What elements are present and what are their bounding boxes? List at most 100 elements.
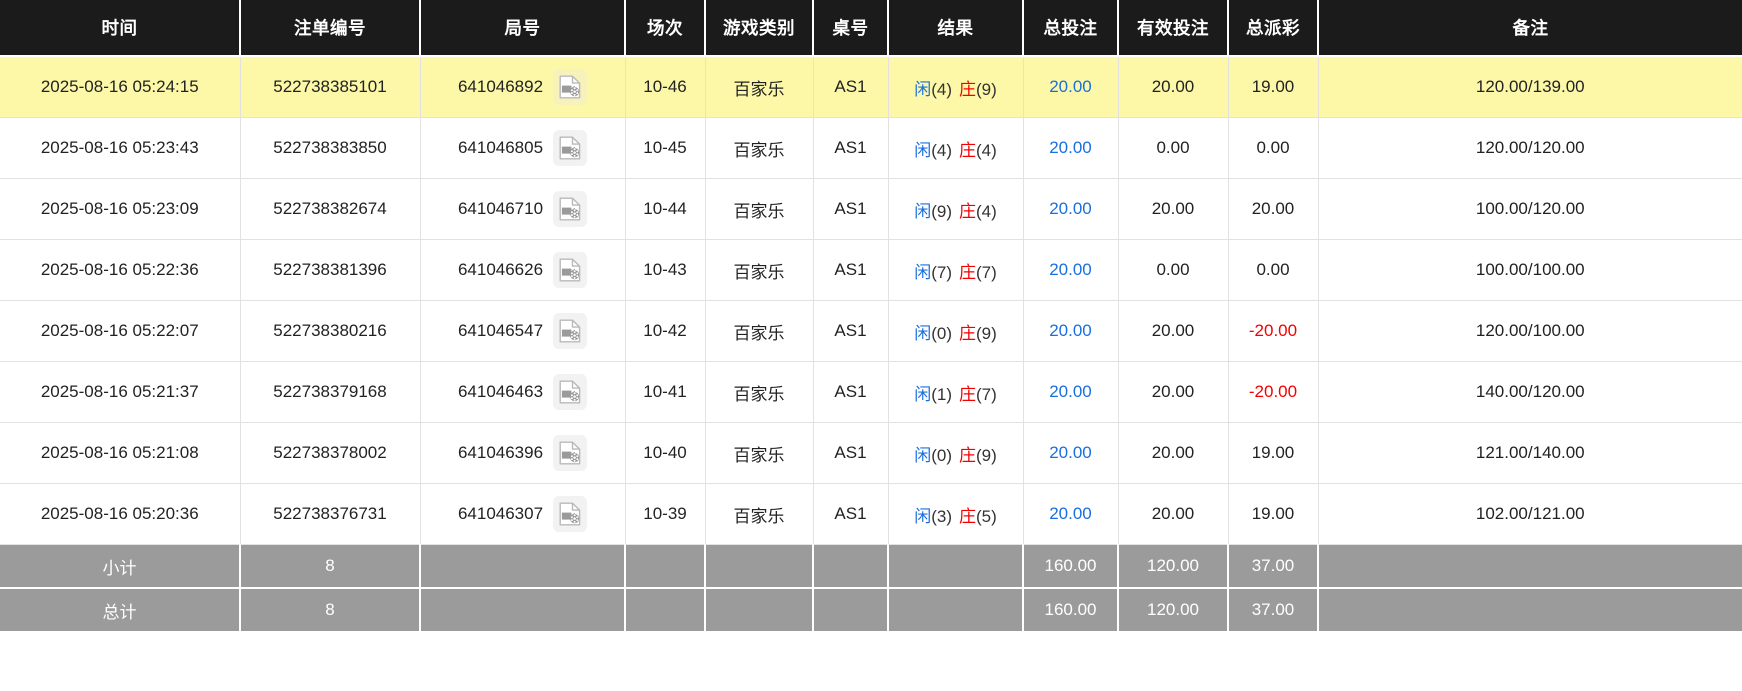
result-player-label: 闲 xyxy=(914,140,932,160)
summary-total-bet: 160.00 xyxy=(1023,588,1119,631)
cell-game-type: 百家乐 xyxy=(705,483,814,545)
column-header-round_no[interactable]: 局号 xyxy=(420,0,626,57)
cell-session: 10-44 xyxy=(625,178,706,240)
cell-total-bet: 20.00 xyxy=(1023,361,1119,423)
cell-session: 10-42 xyxy=(625,300,706,362)
column-header-total_payout[interactable]: 总派彩 xyxy=(1228,0,1319,57)
cell-session: 10-45 xyxy=(625,117,706,179)
round-no-label: 641046805 xyxy=(457,138,544,157)
cell-round-no: 641046710 xyxy=(420,178,626,240)
cell-bet-no: 522738380216 xyxy=(240,300,421,362)
cell-table-no: AS1 xyxy=(813,239,889,301)
summary-round-no xyxy=(420,588,626,631)
cell-game-type: 百家乐 xyxy=(705,56,814,118)
video-record-icon[interactable] xyxy=(553,252,588,288)
cell-session: 10-43 xyxy=(625,239,706,301)
result-banker-value: (9) xyxy=(976,445,997,465)
result-banker-value: (4) xyxy=(976,140,997,160)
cell-session: 10-41 xyxy=(625,361,706,423)
cell-round-no: 641046396 xyxy=(420,422,626,484)
summary-total-payout: 37.00 xyxy=(1228,544,1319,589)
cell-total-payout: 19.00 xyxy=(1228,483,1319,545)
summary-valid-bet: 120.00 xyxy=(1118,588,1229,631)
cell-total-bet: 20.00 xyxy=(1023,56,1119,118)
cell-time: 2025-08-16 05:21:08 xyxy=(0,422,241,484)
column-header-session[interactable]: 场次 xyxy=(625,0,706,57)
summary-session xyxy=(625,588,706,631)
cell-total-payout: 20.00 xyxy=(1228,178,1319,240)
summary-remark xyxy=(1318,588,1742,631)
cell-table-no: AS1 xyxy=(813,483,889,545)
cell-time: 2025-08-16 05:23:09 xyxy=(0,178,241,240)
round-no-wrapper: 641046626 xyxy=(433,252,613,288)
cell-total-payout: 0.00 xyxy=(1228,117,1319,179)
round-no-label: 641046710 xyxy=(457,199,544,218)
cell-result: 闲(4) 庄(4) xyxy=(888,117,1024,179)
column-header-time[interactable]: 时间 xyxy=(0,0,241,57)
table-row[interactable]: 2025-08-16 05:22:36 522738381396 641046626… xyxy=(0,239,1742,301)
summary-table-no xyxy=(813,544,889,589)
summary-game-type xyxy=(705,544,814,589)
table-row[interactable]: 2025-08-16 05:21:08 522738378002 641046396… xyxy=(0,422,1742,484)
cell-bet-no: 522738382674 xyxy=(240,178,421,240)
cell-bet-no: 522738376731 xyxy=(240,483,421,545)
cell-total-payout: 19.00 xyxy=(1228,422,1319,484)
result-banker-label: 庄 xyxy=(959,201,976,221)
table-row[interactable]: 2025-08-16 05:22:07 522738380216 641046547… xyxy=(0,300,1742,362)
table-row[interactable]: 2025-08-16 05:23:09 522738382674 641046710… xyxy=(0,178,1742,240)
cell-time: 2025-08-16 05:23:43 xyxy=(0,117,241,179)
column-header-valid_bet[interactable]: 有效投注 xyxy=(1118,0,1229,57)
result-banker-label: 庄 xyxy=(959,262,976,282)
column-header-result[interactable]: 结果 xyxy=(888,0,1024,57)
cell-result: 闲(0) 庄(9) xyxy=(888,300,1024,362)
summary-result xyxy=(888,544,1024,589)
result-banker-value: (9) xyxy=(976,323,997,343)
result-banker-label: 庄 xyxy=(959,140,976,160)
summary-session xyxy=(625,544,706,589)
cell-game-type: 百家乐 xyxy=(705,117,814,179)
cell-game-type: 百家乐 xyxy=(705,239,814,301)
cell-table-no: AS1 xyxy=(813,117,889,179)
result-banker-value: (5) xyxy=(976,506,997,526)
column-header-table_no[interactable]: 桌号 xyxy=(813,0,889,57)
result-banker-label: 庄 xyxy=(959,323,976,343)
table-row[interactable]: 2025-08-16 05:24:15 522738385101 641046892… xyxy=(0,56,1742,118)
table-header: 时间 注单编号 局号 场次 游戏类别 桌号 结果 总投注 有效投注 总派彩 备注 xyxy=(0,0,1742,57)
table-body: 2025-08-16 05:24:15 522738385101 641046892… xyxy=(0,56,1742,545)
result-banker-value: (9) xyxy=(976,79,997,99)
summary-label: 小计 xyxy=(0,544,241,589)
header-row: 时间 注单编号 局号 场次 游戏类别 桌号 结果 总投注 有效投注 总派彩 备注 xyxy=(0,0,1742,57)
video-record-icon[interactable] xyxy=(553,435,588,471)
video-record-icon[interactable] xyxy=(553,130,588,166)
result-banker-label: 庄 xyxy=(959,384,976,404)
cell-result: 闲(0) 庄(9) xyxy=(888,422,1024,484)
video-record-icon[interactable] xyxy=(553,313,588,349)
cell-remark: 100.00/100.00 xyxy=(1318,239,1742,301)
result-player-label: 闲 xyxy=(914,262,932,282)
cell-result: 闲(9) 庄(4) xyxy=(888,178,1024,240)
video-record-icon[interactable] xyxy=(553,374,588,410)
cell-total-bet: 20.00 xyxy=(1023,117,1119,179)
cell-round-no: 641046547 xyxy=(420,300,626,362)
video-record-icon[interactable] xyxy=(553,191,588,227)
result-banker-value: (7) xyxy=(976,384,997,404)
summary-remark xyxy=(1318,544,1742,589)
video-record-icon[interactable] xyxy=(553,496,588,532)
column-header-total_bet[interactable]: 总投注 xyxy=(1023,0,1119,57)
column-header-bet_no[interactable]: 注单编号 xyxy=(240,0,421,57)
result-player-value: (1) xyxy=(931,384,952,404)
cell-game-type: 百家乐 xyxy=(705,300,814,362)
table-row[interactable]: 2025-08-16 05:20:36 522738376731 641046307… xyxy=(0,483,1742,545)
round-no-label: 641046396 xyxy=(457,443,544,462)
cell-remark: 120.00/139.00 xyxy=(1318,56,1742,118)
result-player-label: 闲 xyxy=(914,201,932,221)
cell-valid-bet: 0.00 xyxy=(1118,117,1229,179)
summary-result xyxy=(888,588,1024,631)
column-header-remark[interactable]: 备注 xyxy=(1318,0,1742,57)
table-row[interactable]: 2025-08-16 05:23:43 522738383850 641046805… xyxy=(0,117,1742,179)
column-header-game_type[interactable]: 游戏类别 xyxy=(705,0,814,57)
table-row[interactable]: 2025-08-16 05:21:37 522738379168 641046463… xyxy=(0,361,1742,423)
video-record-icon[interactable] xyxy=(553,69,588,105)
cell-total-bet: 20.00 xyxy=(1023,239,1119,301)
cell-game-type: 百家乐 xyxy=(705,178,814,240)
